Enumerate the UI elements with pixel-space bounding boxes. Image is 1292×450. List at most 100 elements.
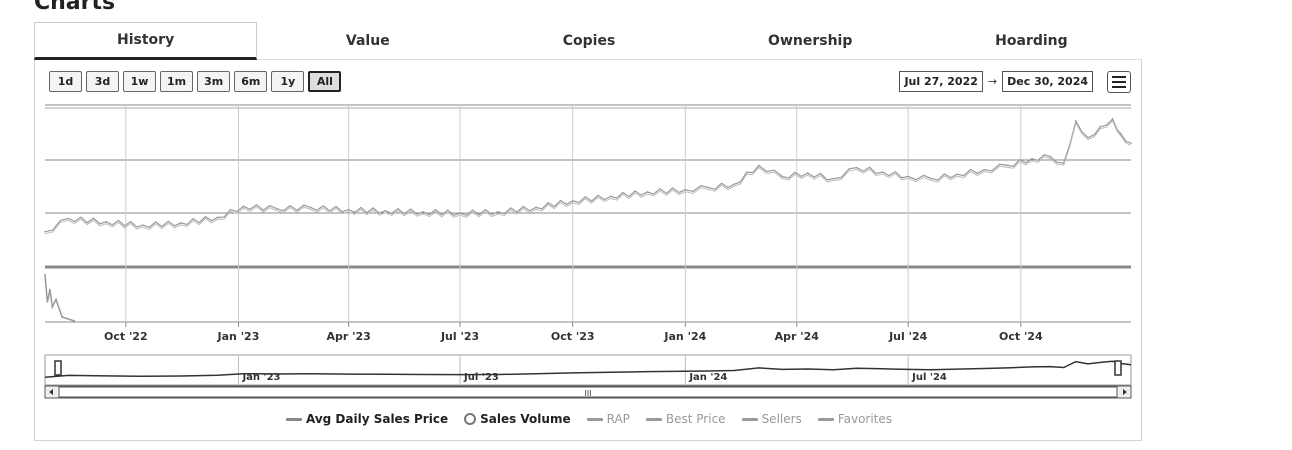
x-tick-label: Jul '24 <box>888 330 928 343</box>
volume-point <box>73 320 76 322</box>
legend-item-avg-daily-sales-price[interactable]: Avg Daily Sales Price <box>285 412 449 426</box>
zoom-1m-button[interactable]: 1m <box>160 71 194 92</box>
navigator-left-handle <box>54 360 62 376</box>
zoom-1y-button[interactable]: 1y <box>271 71 305 92</box>
line-marker-icon <box>741 417 758 421</box>
zoom-all-button[interactable]: All <box>308 71 342 92</box>
price-point <box>242 205 245 208</box>
volume-series-line <box>44 274 75 322</box>
price-point <box>1120 133 1123 136</box>
x-tick-label: Oct '24 <box>999 330 1043 343</box>
scrollbar-thumb <box>58 386 1118 398</box>
menu-icon-bar <box>1112 76 1126 78</box>
zoom-1w-button[interactable]: 1w <box>123 71 156 92</box>
zoom-1d-button[interactable]: 1d <box>49 71 82 92</box>
price-point <box>956 173 958 176</box>
zoom-6m-button[interactable]: 6m <box>234 71 268 92</box>
scroll-right-arrow-icon <box>1123 389 1127 395</box>
price-point <box>422 211 425 213</box>
price-point <box>855 166 858 169</box>
price-point <box>646 191 649 193</box>
price-point <box>1099 125 1102 128</box>
price-point <box>105 221 108 223</box>
volume-point <box>61 316 63 318</box>
price-point <box>881 171 884 173</box>
date-from-input[interactable]: Jul 27, 2022 <box>899 71 983 92</box>
legend-item-rap[interactable]: RAP <box>586 412 630 426</box>
tab-copies[interactable]: Copies <box>478 22 700 60</box>
price-point <box>733 183 736 185</box>
circle-marker-icon <box>464 413 477 425</box>
zoom-3m-button[interactable]: 3m <box>197 71 231 92</box>
price-point <box>832 177 835 180</box>
legend-item-sellers[interactable]: Sellers <box>741 412 802 426</box>
price-point <box>684 188 687 191</box>
line-marker-icon <box>817 417 834 421</box>
menu-icon-bar <box>1112 86 1126 88</box>
price-point <box>781 175 783 178</box>
volume-point <box>55 298 57 301</box>
date-range: Jul 27, 2022 → Dec 30, 2024 <box>899 71 1093 92</box>
scroll-left-arrow-icon <box>49 389 53 395</box>
chart-panel: 1d 3d 1w 1m 3m 6m 1y All Jul 27, 2022 → Dec 30,… <box>34 60 1142 441</box>
date-to-input[interactable]: Dec 30, 2024 <box>1002 71 1093 92</box>
price-series-line-shadow <box>44 120 1132 235</box>
price-point <box>930 177 933 180</box>
legend-item-best-price[interactable]: Best Price <box>645 412 726 426</box>
price-point <box>1006 164 1009 167</box>
section-title: Charts <box>34 0 116 15</box>
x-tick-label: Oct '22 <box>104 330 148 343</box>
tab-ownership[interactable]: Ownership <box>699 22 921 60</box>
x-tick-label: Apr '24 <box>775 330 820 343</box>
chart-menu-button[interactable] <box>1107 71 1131 93</box>
price-point <box>180 222 182 224</box>
price-point <box>1130 142 1132 145</box>
price-point <box>497 211 499 213</box>
price-point <box>275 207 278 210</box>
price-point <box>757 164 760 167</box>
price-point <box>1062 162 1065 164</box>
price-point <box>309 206 312 209</box>
legend-item-sales-volume[interactable]: Sales Volume <box>464 412 571 426</box>
navigator-tick-label: Jul '23 <box>463 372 499 383</box>
navigator-series-line <box>44 360 1132 379</box>
price-point <box>44 230 46 233</box>
zoom-buttons: 1d 3d 1w 1m 3m 6m 1y All <box>49 71 342 92</box>
volume-point <box>44 273 46 276</box>
volume-point <box>46 301 49 303</box>
price-point <box>1087 136 1089 139</box>
price-point <box>1049 155 1051 158</box>
x-tick-label: Apr '23 <box>326 330 370 343</box>
legend-label: Sellers <box>761 412 802 426</box>
navigator-tick-label: Jul '24 <box>911 372 947 383</box>
x-tick-label: Jan '24 <box>663 330 706 343</box>
legend-label: Best Price <box>665 412 726 426</box>
tab-value[interactable]: Value <box>257 22 479 60</box>
navigator-frame <box>44 354 1132 386</box>
price-point <box>142 224 144 226</box>
x-tick-label: Jul '23 <box>440 330 479 343</box>
price-point <box>983 168 985 171</box>
navigator-tick-label: Jan '24 <box>688 372 727 383</box>
legend-label: Sales Volume <box>480 412 571 426</box>
price-series-line <box>44 117 1132 233</box>
tab-hoarding[interactable]: Hoarding <box>920 22 1143 60</box>
zoom-3d-button[interactable]: 3d <box>86 71 119 92</box>
price-point <box>535 206 537 209</box>
menu-icon-bar <box>1112 81 1126 83</box>
price-point <box>907 175 909 178</box>
price-point <box>459 212 461 214</box>
price-point <box>67 217 70 220</box>
price-point <box>384 209 387 212</box>
x-tick-label: Oct '23 <box>551 330 595 343</box>
volume-point <box>51 306 54 308</box>
volume-point <box>49 288 51 291</box>
price-history-chart[interactable]: Oct '22 Jan '23 Apr '23 Jul '23 Oct '23 Jan '… <box>35 60 1143 410</box>
tab-history[interactable]: History <box>34 22 258 60</box>
legend-label: RAP <box>606 412 630 426</box>
legend-label: Avg Daily Sales Price <box>305 412 449 426</box>
legend-label: Favorites <box>837 412 893 426</box>
legend-item-favorites[interactable]: Favorites <box>817 412 893 426</box>
chart-legend: Avg Daily Sales Price Sales Volume RAP Best… <box>35 412 1143 426</box>
chart-tabs: History Value Copies Ownership Hoarding <box>34 22 1143 60</box>
